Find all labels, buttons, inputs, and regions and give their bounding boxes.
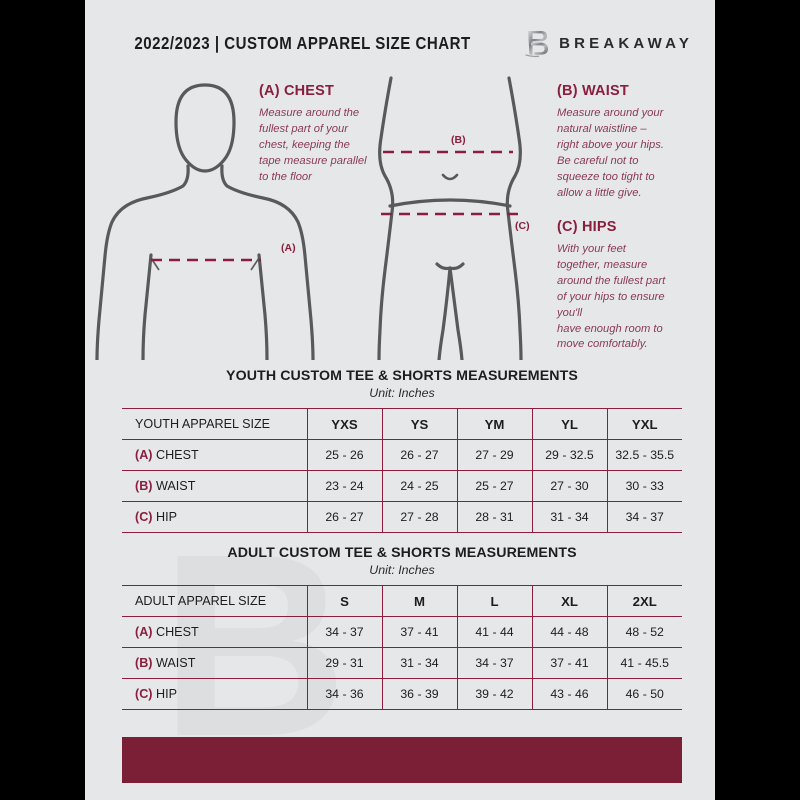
waist-dimension-label: (B) [451,134,466,146]
hip-dimension-label: (C) [515,220,530,232]
youth-r2-c1: 27 - 28 [381,501,457,533]
youth-size-table: YOUTH APPAREL SIZE YXS YS YM YL YXL (A) … [122,408,682,533]
breakaway-b-logo-icon [525,31,549,58]
adult-r0-c0: 34 - 37 [306,616,382,648]
youth-table-unit: Unit: Inches [369,386,435,400]
chest-dimension-label: (A) [281,242,296,254]
youth-r1-c4: 30 - 33 [606,470,682,502]
adult-r2-c1: 36 - 39 [381,678,457,710]
youth-row-2-label: (C) HIP [122,501,307,533]
body-measurement-illustrations: (A) (B) (C) (A) CHEST Measure around the… [85,70,715,360]
adult-table-unit: Unit: Inches [369,563,435,577]
adult-r0-c3: 44 - 48 [531,616,607,648]
adult-row-0-label: (A) CHEST [122,616,307,648]
adult-r1-c4: 41 - 45.5 [606,647,682,679]
youth-size-table-block: YOUTH CUSTOM TEE & SHORTS MEASUREMENTS U… [122,368,682,533]
page-header: 2022/2023 | CUSTOM APPAREL SIZE CHART BR… [85,26,715,60]
youth-r2-c2: 28 - 31 [456,501,532,533]
row-name: HIP [155,510,177,524]
row-name: CHEST [155,448,199,462]
youth-r1-c3: 27 - 30 [531,470,607,502]
adult-r2-c0: 34 - 36 [306,678,382,710]
row-tag: (A) [135,448,153,462]
adult-size-col-4: 2XL [606,585,682,617]
youth-r2-c0: 26 - 27 [306,501,382,533]
adult-size-col-0: S [306,585,382,617]
upper-body-figure [95,83,315,360]
row-name: WAIST [155,656,196,670]
youth-r0-c1: 26 - 27 [381,439,457,471]
row-tag: (A) [135,625,153,639]
row-tag: (B) [135,479,153,493]
callout-waist-title: (B) WAIST [557,83,629,99]
adult-size-col-3: XL [531,585,607,617]
youth-row-1-label: (B) WAIST [122,470,307,502]
row-tag: (C) [135,687,153,701]
row-tag: (C) [135,510,153,524]
adult-header-label: ADULT APPAREL SIZE [122,585,307,617]
adult-r2-c3: 43 - 46 [531,678,607,710]
youth-r0-c4: 32.5 - 35.5 [606,439,682,471]
youth-size-col-4: YXL [606,408,682,440]
table-row: (B) WAIST 29 - 31 31 - 34 34 - 37 37 - 4… [122,647,682,679]
brand-logo: BREAKAWAY [524,28,693,58]
table-header-row: ADULT APPAREL SIZE S M L XL 2XL [122,585,682,617]
table-row: (A) CHEST 25 - 26 26 - 27 27 - 29 29 - 3… [122,439,682,471]
youth-row-0-label: (A) CHEST [122,439,307,471]
adult-r2-c4: 46 - 50 [606,678,682,710]
table-row: (B) WAIST 23 - 24 24 - 25 25 - 27 27 - 3… [122,470,682,502]
youth-size-col-2: YM [456,408,532,440]
adult-r1-c2: 34 - 37 [456,647,532,679]
lower-body-figure [377,76,523,360]
adult-size-table-block: ADULT CUSTOM TEE & SHORTS MEASUREMENTS U… [122,545,682,710]
page-title: 2022/2023 | CUSTOM APPAREL SIZE CHART [134,32,471,53]
youth-r2-c4: 34 - 37 [606,501,682,533]
youth-size-col-1: YS [381,408,457,440]
youth-r1-c2: 25 - 27 [456,470,532,502]
youth-r0-c0: 25 - 26 [306,439,382,471]
adult-r0-c4: 48 - 52 [606,616,682,648]
adult-row-2-label: (C) HIP [122,678,307,710]
adult-size-table: ADULT APPAREL SIZE S M L XL 2XL (A) CHES… [122,585,682,710]
youth-header-label: YOUTH APPAREL SIZE [122,408,307,440]
youth-size-col-3: YL [531,408,607,440]
adult-table-title: ADULT CUSTOM TEE & SHORTS MEASUREMENTS [227,545,577,561]
callout-hips: (C) HIPS With your feet together, measur… [557,219,703,353]
adult-r0-c2: 41 - 44 [456,616,532,648]
table-row: (A) CHEST 34 - 37 37 - 41 41 - 44 44 - 4… [122,616,682,648]
table-row: (C) HIP 34 - 36 36 - 39 39 - 42 43 - 46 … [122,678,682,710]
callout-chest-title: (A) CHEST [259,83,335,99]
callout-hips-body: With your feet together, measure around … [557,243,666,351]
youth-r0-c3: 29 - 32.5 [531,439,607,471]
row-name: CHEST [155,625,199,639]
callout-chest: (A) CHEST Measure around the fullest par… [259,83,395,186]
youth-r0-c2: 27 - 29 [456,439,532,471]
callout-waist: (B) WAIST Measure around your natural wa… [557,83,697,201]
adult-r1-c1: 31 - 34 [381,647,457,679]
youth-size-col-0: YXS [306,408,382,440]
table-header-row: YOUTH APPAREL SIZE YXS YS YM YL YXL [122,408,682,440]
adult-r0-c1: 37 - 41 [381,616,457,648]
youth-r2-c3: 31 - 34 [531,501,607,533]
table-row: (C) HIP 26 - 27 27 - 28 28 - 31 31 - 34 … [122,501,682,533]
adult-r1-c3: 37 - 41 [531,647,607,679]
row-name: WAIST [155,479,196,493]
row-name: HIP [155,687,177,701]
size-chart-page: B 2022/2023 | CUSTOM APPAREL SIZE CHART … [85,0,715,800]
adult-row-1-label: (B) WAIST [122,647,307,679]
callout-chest-body: Measure around the fullest part of your … [259,107,367,183]
brand-name: BREAKAWAY [559,34,694,52]
youth-r1-c1: 24 - 25 [381,470,457,502]
callout-hips-title: (C) HIPS [557,219,617,235]
adult-size-col-2: L [456,585,532,617]
adult-size-col-1: M [381,585,457,617]
callout-waist-body: Measure around your natural waistline – … [557,107,664,199]
youth-table-title: YOUTH CUSTOM TEE & SHORTS MEASUREMENTS [226,368,578,384]
adult-r1-c0: 29 - 31 [306,647,382,679]
row-tag: (B) [135,656,153,670]
footer-bar [122,737,682,783]
youth-r1-c0: 23 - 24 [306,470,382,502]
adult-r2-c2: 39 - 42 [456,678,532,710]
